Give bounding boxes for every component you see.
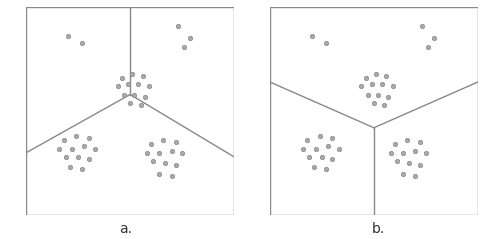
Point [118, 76, 126, 80]
Point [155, 151, 163, 155]
Point [155, 172, 163, 175]
Text: b.: b. [371, 223, 385, 236]
Point [159, 138, 167, 142]
Point [309, 165, 318, 169]
Point [307, 34, 316, 38]
Point [328, 157, 336, 161]
Point [126, 101, 134, 105]
Point [418, 24, 426, 28]
Point [416, 163, 424, 167]
Point [416, 141, 424, 144]
Point [147, 142, 155, 146]
Point [141, 95, 149, 98]
Point [324, 145, 332, 148]
Point [161, 161, 169, 165]
Point [393, 159, 401, 163]
Point [391, 142, 399, 146]
Point [85, 136, 93, 140]
Point [174, 24, 182, 28]
Point [322, 168, 330, 171]
Point [55, 147, 64, 151]
Point [361, 76, 369, 80]
Point [78, 41, 86, 44]
Point [178, 151, 186, 155]
Point [78, 168, 86, 171]
Point [172, 141, 180, 144]
Point [335, 147, 343, 151]
Point [80, 145, 88, 148]
Point [64, 34, 72, 38]
Point [403, 138, 411, 142]
Point [357, 84, 365, 88]
Point [113, 84, 121, 88]
Point [368, 82, 376, 86]
Point [411, 149, 419, 152]
Point [72, 134, 80, 138]
Point [387, 151, 395, 155]
Point [91, 147, 99, 151]
Point [120, 92, 128, 96]
Point [61, 155, 70, 159]
Point [143, 151, 151, 155]
Point [303, 138, 311, 142]
Point [68, 147, 76, 151]
Point [139, 74, 147, 78]
Point [145, 84, 153, 88]
Point [316, 134, 324, 138]
Point [380, 103, 388, 107]
Point [137, 103, 145, 107]
Point [168, 149, 176, 152]
Point [399, 151, 407, 155]
Point [424, 45, 432, 49]
Point [124, 82, 132, 86]
Point [370, 101, 378, 105]
Text: a.: a. [119, 223, 133, 236]
Point [59, 138, 68, 142]
Point [372, 72, 380, 76]
Point [422, 151, 430, 155]
Point [172, 163, 180, 167]
Point [85, 157, 93, 161]
Point [305, 155, 313, 159]
Point [389, 84, 397, 88]
Point [328, 136, 336, 140]
Point [322, 41, 330, 44]
Point [311, 147, 320, 151]
Point [385, 95, 393, 98]
Point [383, 74, 391, 78]
Point [135, 82, 143, 86]
Point [130, 92, 138, 96]
Point [299, 147, 307, 151]
Point [430, 37, 438, 40]
Point [378, 82, 386, 86]
Point [363, 92, 371, 96]
Point [149, 159, 157, 163]
Point [318, 155, 326, 159]
Point [74, 155, 82, 159]
Point [399, 172, 407, 175]
Point [411, 174, 419, 178]
Point [180, 45, 188, 49]
Point [168, 174, 176, 178]
Point [66, 165, 74, 169]
Point [405, 161, 413, 165]
Point [186, 37, 195, 40]
Point [374, 92, 382, 96]
Point [128, 72, 136, 76]
